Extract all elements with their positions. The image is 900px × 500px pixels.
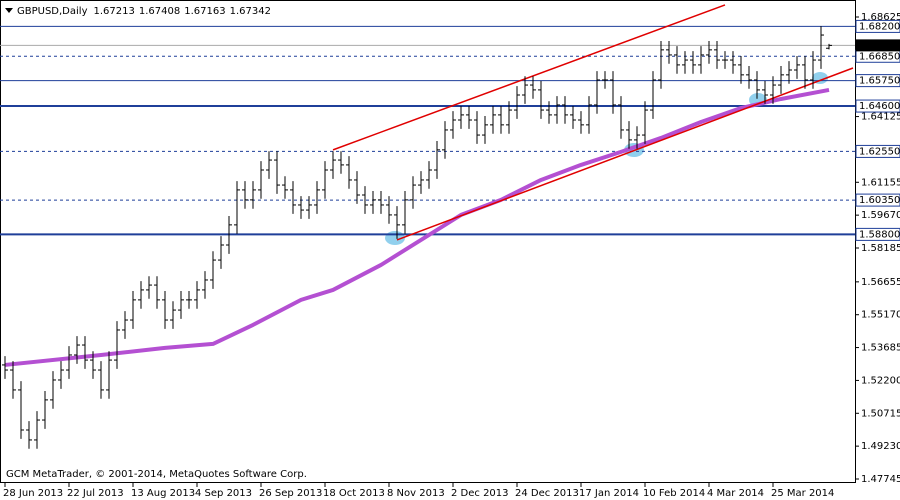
x-tick-label: 25 Mar 2014 [771,488,834,499]
header-open: 1.67213 [94,6,135,17]
level-label-box [855,193,900,207]
level-label-box [855,99,900,113]
header-high: 1.67408 [139,6,180,17]
chart-header: GBPUSD,Daily 1.67213 1.67408 1.67163 1.67342 [17,6,271,17]
y-tick-label: 1.59670 [861,210,900,221]
level-label: 1.68200 [859,21,900,32]
x-tick-label: 13 Aug 2013 [131,488,195,499]
level-label-box [855,19,900,33]
y-tick-label: 1.52200 [861,375,900,386]
x-tick-label: 24 Dec 2013 [515,488,579,499]
y-tick-label: 1.56655 [861,277,900,288]
y-tick-label: 1.68625 [861,12,900,23]
x-tick-label: 26 Sep 2013 [259,488,322,499]
level-label: 1.66850 [859,51,900,62]
x-tick-label: 17 Jan 2014 [579,488,639,499]
trendline [396,67,854,241]
level-label: 1.64600 [859,101,900,112]
x-tick-label: 18 Oct 2013 [323,488,385,499]
x-tick-label: 22 Jul 2013 [67,488,124,499]
level-label: 1.62550 [859,146,900,157]
level-label-box [855,227,900,241]
symbol: GBPUSD,Daily [17,6,88,17]
header-low: 1.67163 [184,6,225,17]
price-label-box [856,39,900,52]
y-tick-label: 1.61155 [861,177,900,188]
level-label: 1.58800 [859,229,900,240]
y-tick-label: 1.58185 [861,243,900,254]
level-label: 1.65750 [859,76,900,87]
x-tick-label: 4 Sep 2013 [195,488,252,499]
y-tick-label: 1.55170 [861,310,900,321]
x-tick-label: 28 Jun 2013 [3,488,63,499]
x-tick-label: 10 Feb 2014 [643,488,705,499]
level-label-box [855,144,900,158]
x-tick-label: 2 Dec 2013 [451,488,509,499]
level-label: 1.60350 [859,195,900,206]
y-tick-label: 1.53685 [861,343,900,354]
footer: GCM MetaTrader, © 2001-2014, MetaQuotes … [6,469,307,480]
x-tick-label: 8 Nov 2013 [387,488,445,499]
y-tick-label: 1.49230 [861,441,900,452]
moving-average [4,87,830,367]
x-tick-label: 4 Mar 2014 [707,488,764,499]
y-tick-label: 1.47745 [861,474,900,485]
menu-arrow[interactable] [5,8,13,13]
trendline [332,4,726,151]
level-label-box [855,74,900,88]
y-tick-label: 1.50715 [861,408,900,419]
y-tick-label: 1.64125 [861,112,900,123]
plot-frame [0,0,856,483]
price-label: 1.67342 [859,40,900,51]
header-close: 1.67342 [230,6,271,17]
